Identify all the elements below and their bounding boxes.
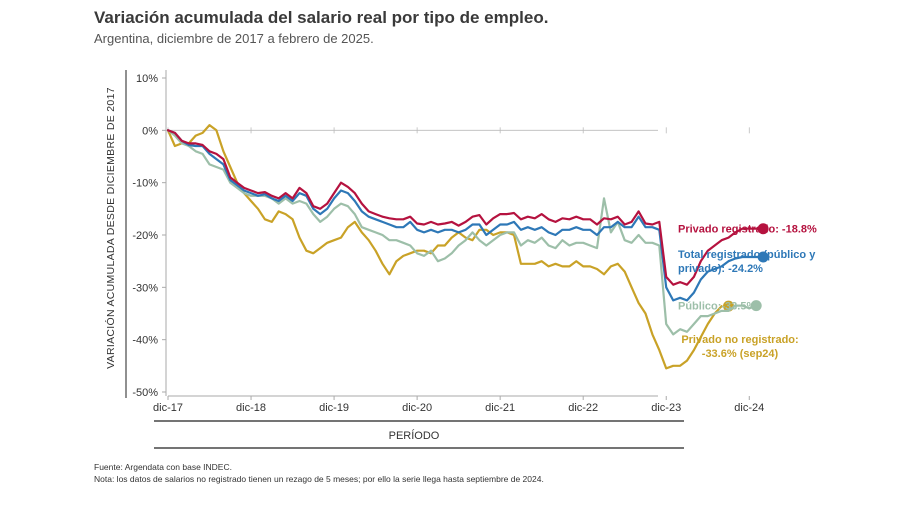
chart-title: Variación acumulada del salario real por…	[94, 8, 549, 27]
y-tick-label: -20%	[132, 230, 158, 242]
y-tick-label: -30%	[132, 282, 158, 294]
x-tick-label: dic-18	[236, 402, 266, 414]
series-line	[166, 123, 723, 370]
y-tick-label: -40%	[132, 335, 158, 347]
x-axis-title: PERÍODO	[389, 429, 440, 442]
chart-subtitle: Argentina, diciembre de 2017 a febrero d…	[94, 31, 374, 46]
series-line	[166, 129, 758, 336]
series-end-marker	[757, 251, 769, 263]
footer: Fuente: Argendata con base INDEC. Nota: …	[94, 461, 544, 485]
series-label-total-registrado: Total registrado (público y	[678, 249, 816, 261]
grid-layer	[167, 127, 750, 134]
y-axis-title: VARIACIÓN ACUMULADA DESDE DICIEMBRE DE 2…	[104, 87, 117, 369]
x-tick-label: dic-19	[319, 402, 349, 414]
footer-note: Nota: los datos de salarios no registrad…	[94, 474, 544, 484]
y-tick-label: -10%	[132, 178, 158, 190]
x-tick-label: dic-21	[485, 402, 515, 414]
x-tick-label: dic-17	[153, 402, 183, 414]
x-tick-label: dic-22	[568, 402, 598, 414]
series-end-marker	[750, 300, 762, 312]
y-tick-label: -50%	[132, 387, 158, 399]
axis-layer: 10% 0% -10% -20% -30% -40% -50% dic-17 dic-18 dic…	[104, 70, 764, 449]
series-label-privado-no-registrado: Privado no registrado:	[681, 334, 798, 346]
series-layer	[166, 123, 769, 370]
x-tick-label: dic-24	[734, 402, 764, 414]
y-tick-label: 0%	[142, 125, 158, 137]
x-tick-label: dic-23	[651, 402, 681, 414]
series-end-marker	[757, 223, 769, 235]
footer-source: Fuente: Argendata con base INDEC.	[94, 462, 232, 472]
label-layer: Privado registrado: -18.8% Total registra…	[678, 224, 817, 360]
x-tick-label: dic-20	[402, 402, 432, 414]
y-tick-label: 10%	[136, 73, 158, 85]
series-label-privado-registrado: Privado registrado: -18.8%	[678, 224, 817, 236]
series-label-privado-no-registrado: -33.6% (sep24)	[702, 348, 779, 360]
series-label-publico: Público:-33.5%	[678, 301, 756, 313]
series-line	[166, 129, 765, 286]
series-label-total-registrado: privado): -24.2%	[678, 263, 763, 275]
series-line	[166, 129, 765, 302]
